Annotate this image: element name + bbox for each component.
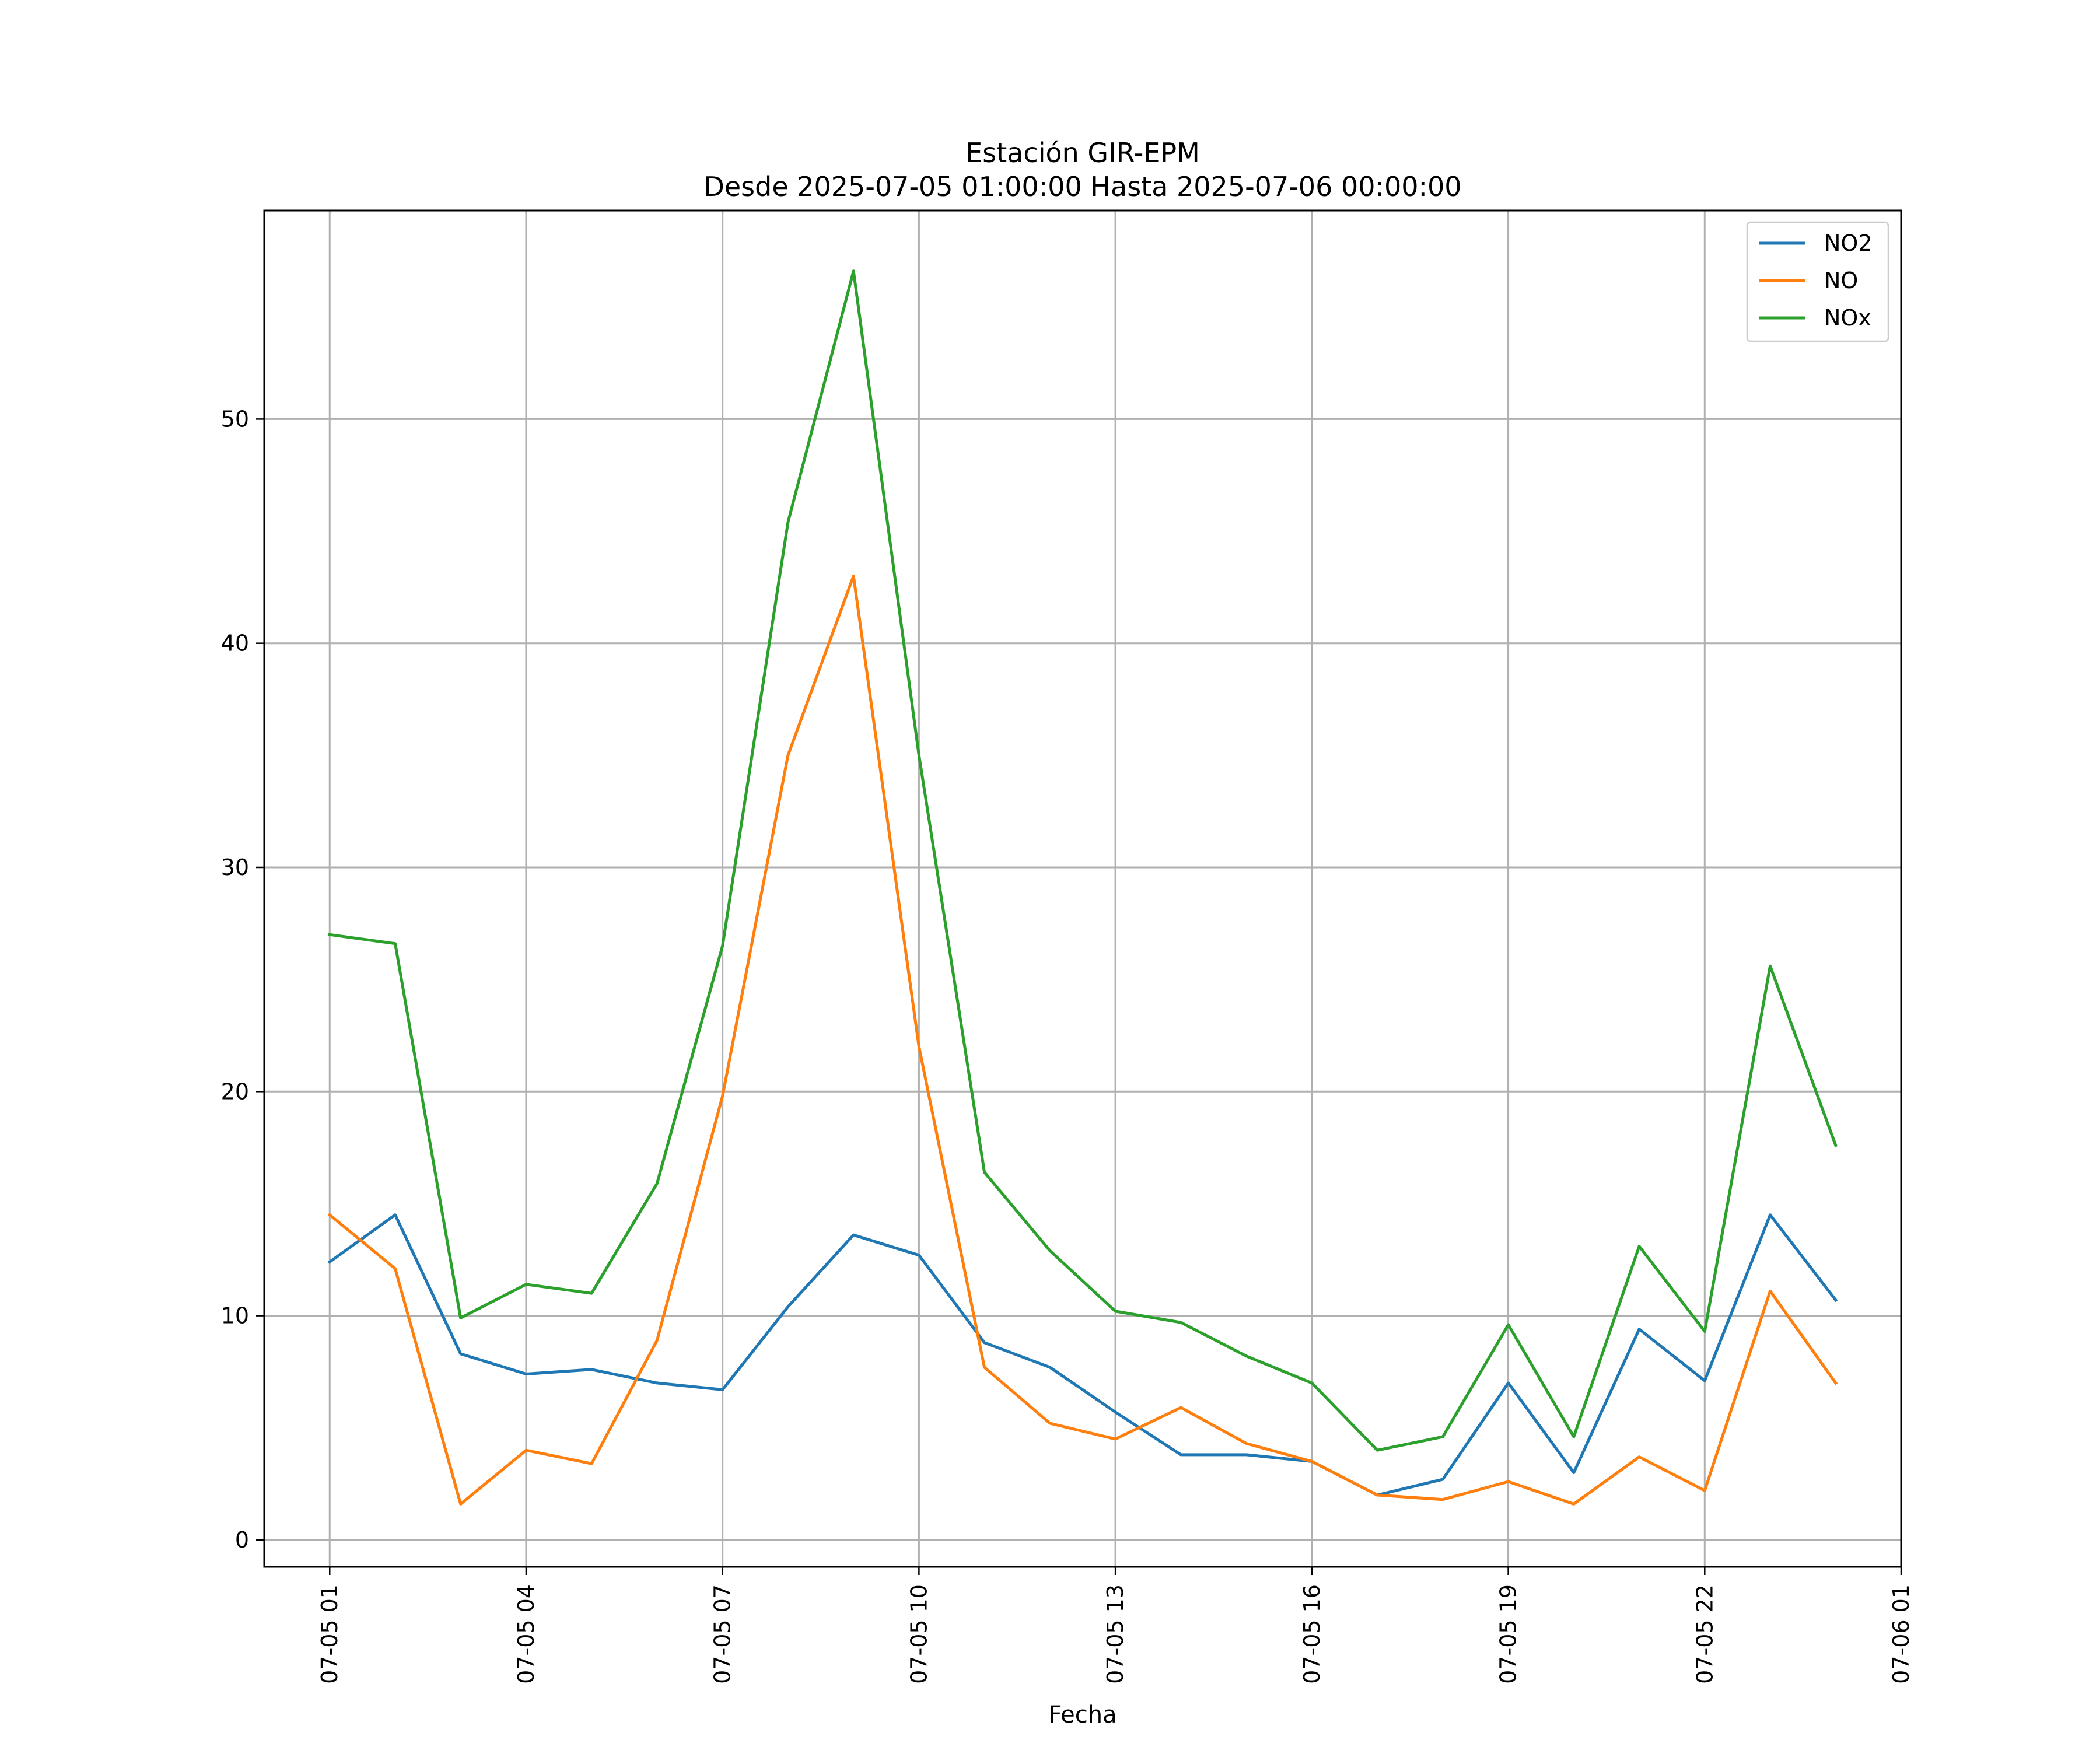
chart-subtitle: Desde 2025-07-05 01:00:00 Hasta 2025-07-… (704, 171, 1461, 202)
y-tick-label: 10 (221, 1303, 249, 1329)
series-line-nox (328, 270, 1838, 1452)
x-tick-label: 07-05 04 (513, 1584, 539, 1684)
plot-frame (263, 209, 1902, 1568)
x-tick-label: 07-05 16 (1299, 1584, 1325, 1684)
y-tick-label: 30 (221, 855, 249, 880)
legend-box (1746, 221, 1889, 342)
chart-title: Estación GIR-EPM (965, 137, 1200, 169)
x-tick-label: 07-05 10 (906, 1584, 932, 1684)
y-tick-label: 40 (221, 631, 249, 656)
legend-label-no: NO (1824, 268, 1858, 293)
x-tick-label: 07-06 01 (1888, 1584, 1914, 1684)
x-tick-label: 07-05 22 (1692, 1584, 1717, 1684)
series-lines (327, 270, 1838, 1506)
grid (264, 211, 1902, 1567)
x-tick-label: 07-05 01 (317, 1584, 342, 1684)
y-tick-label: 0 (235, 1527, 249, 1553)
legend-label-no2: NO2 (1824, 230, 1873, 256)
y-tick-label: 50 (221, 406, 249, 432)
series-line-no (327, 574, 1838, 1506)
legend-label-nox: NOx (1824, 305, 1871, 331)
x-tick-label: 07-05 19 (1496, 1584, 1521, 1684)
series-line-no2 (327, 1213, 1838, 1497)
x-tick-label: 07-05 13 (1102, 1584, 1128, 1684)
legend: NO2 NO NOx (1746, 221, 1889, 342)
y-tick-label: 20 (221, 1079, 249, 1104)
x-tick-label: 07-05 07 (710, 1584, 736, 1684)
x-axis-label: Fecha (1048, 1702, 1116, 1728)
axis-ticks: 07-05 01 07-05 04 07-05 07 07-05 10 07-05 13… (221, 406, 1914, 1684)
